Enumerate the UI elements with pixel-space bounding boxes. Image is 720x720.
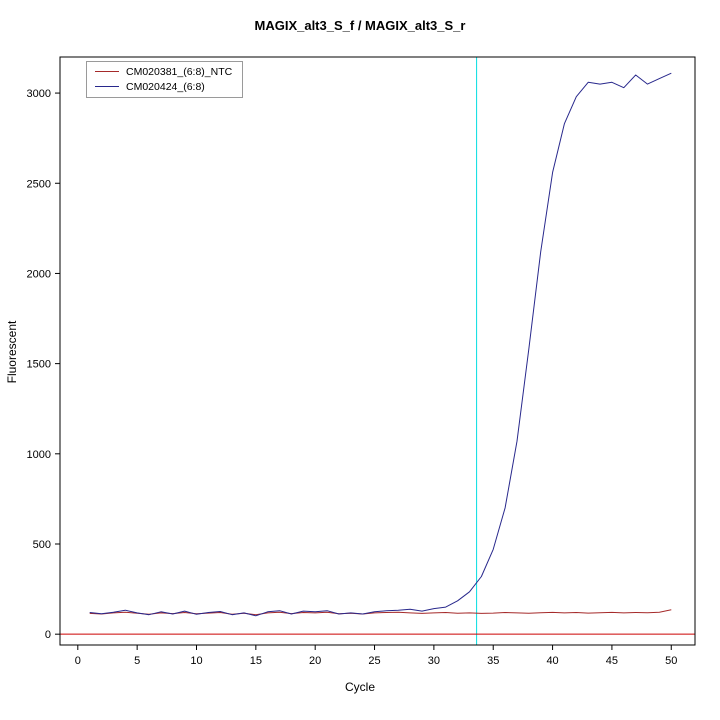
chart-title: MAGIX_alt3_S_f / MAGIX_alt3_S_r bbox=[254, 18, 466, 33]
x-tick-label: 25 bbox=[368, 655, 380, 667]
x-tick-label: 30 bbox=[428, 655, 440, 667]
y-tick-label: 0 bbox=[45, 629, 51, 641]
series-line-0 bbox=[89, 609, 672, 616]
x-tick-label: 35 bbox=[487, 655, 499, 667]
legend-label: CM020424_(6:8) bbox=[126, 80, 205, 93]
x-tick-label: 40 bbox=[546, 655, 558, 667]
y-tick-label: 2500 bbox=[27, 178, 51, 190]
y-tick-label: 2000 bbox=[27, 268, 51, 280]
y-tick-label: 1500 bbox=[27, 359, 51, 371]
x-tick-label: 20 bbox=[309, 655, 321, 667]
y-axis-label: Fluorescent bbox=[5, 320, 19, 384]
x-tick-label: 0 bbox=[75, 655, 81, 667]
x-axis-label: Cycle bbox=[344, 680, 375, 694]
x-tick-label: 5 bbox=[134, 655, 140, 667]
legend-line-swatch bbox=[95, 86, 119, 87]
x-tick-label: 50 bbox=[665, 655, 677, 667]
legend-line-swatch bbox=[95, 71, 119, 72]
x-tick-label: 15 bbox=[250, 655, 262, 667]
series-line-1 bbox=[89, 72, 672, 617]
legend-item: CM020381_(6:8)_NTC bbox=[95, 64, 232, 79]
legend-item: CM020424_(6:8) bbox=[95, 79, 232, 94]
plot-border bbox=[59, 56, 696, 646]
y-tick-label: 3000 bbox=[27, 88, 51, 100]
x-tick-label: 45 bbox=[606, 655, 618, 667]
y-tick-label: 500 bbox=[33, 539, 51, 551]
y-tick-label: 1000 bbox=[27, 449, 51, 461]
legend-label: CM020381_(6:8)_NTC bbox=[126, 65, 233, 78]
x-tick-label: 10 bbox=[190, 655, 202, 667]
legend: CM020381_(6:8)_NTC CM020424_(6:8) bbox=[86, 61, 244, 98]
